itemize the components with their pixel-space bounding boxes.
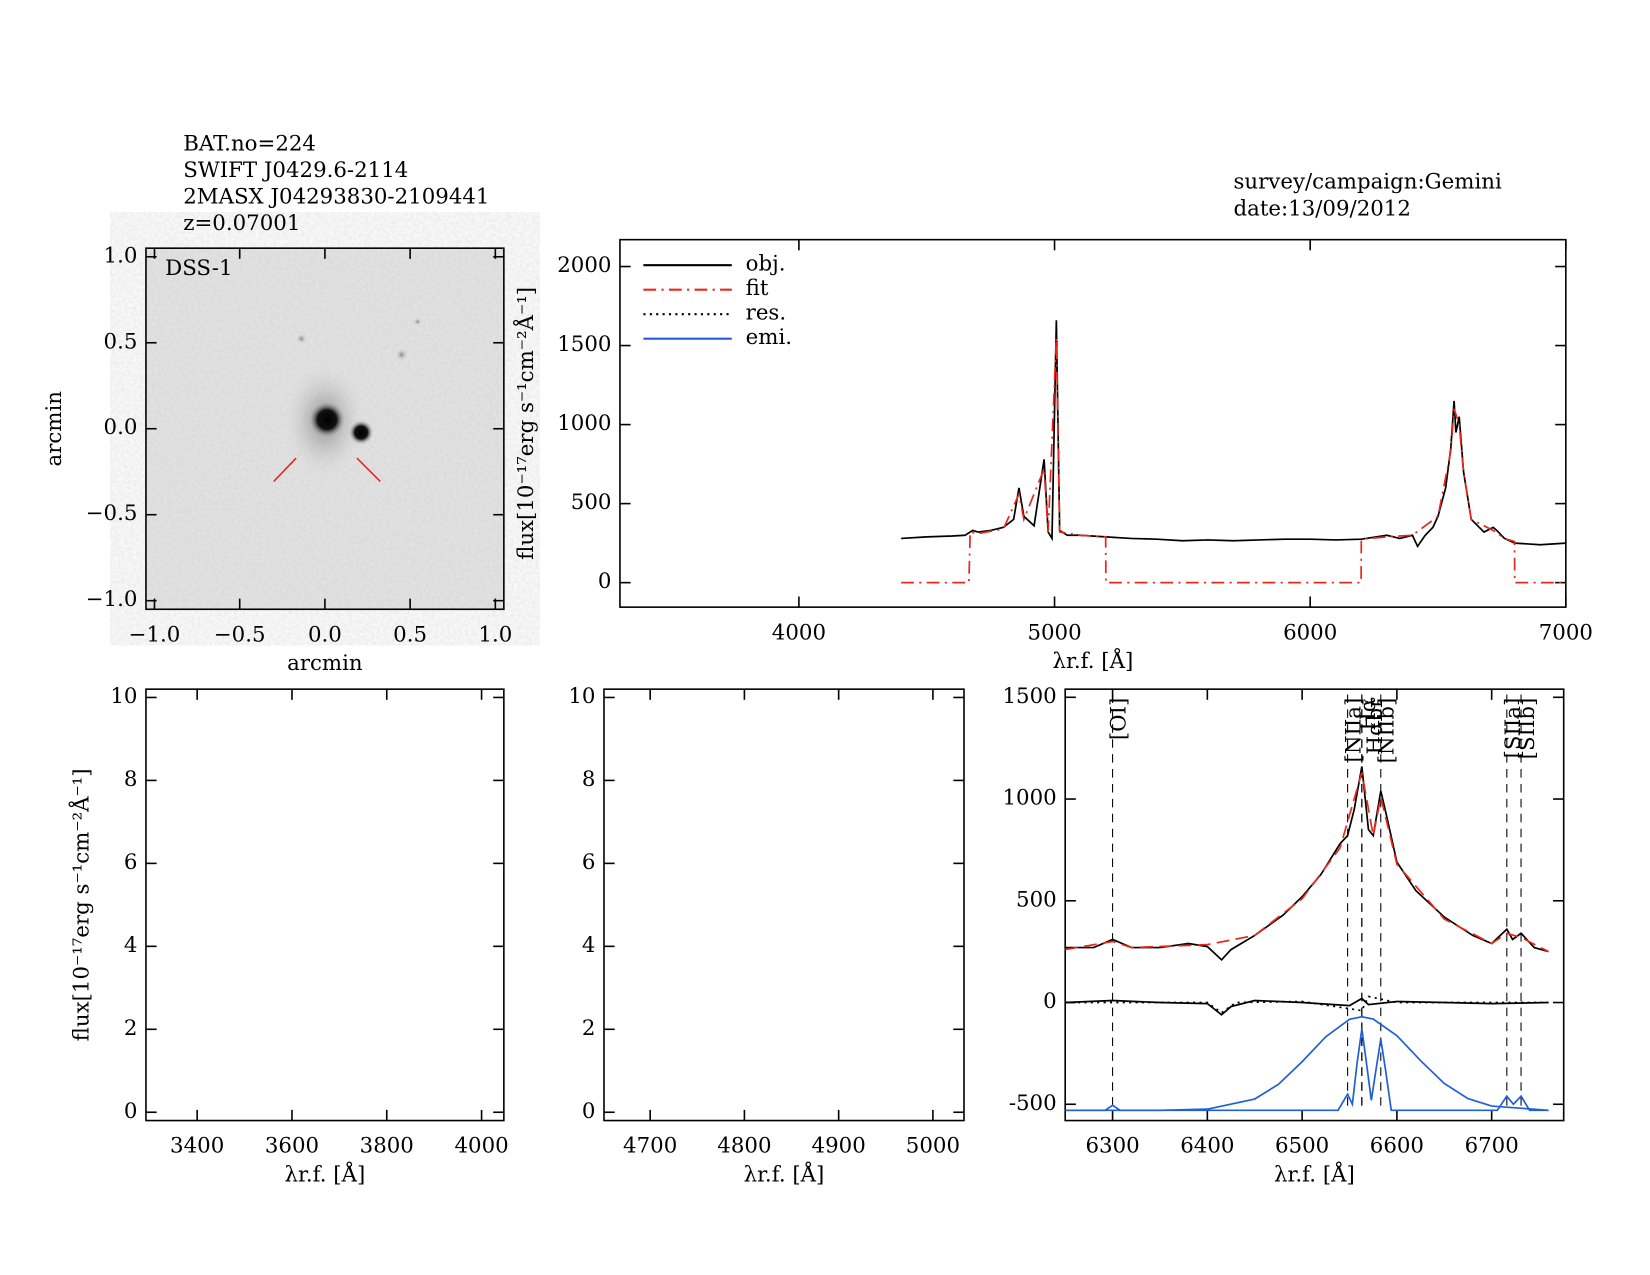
spectrum-line <box>901 320 1566 549</box>
x-tick-label: 6600 <box>1370 1134 1424 1159</box>
x-tick-label: 4800 <box>717 1134 771 1159</box>
header-line: z=0.07001 <box>183 211 300 236</box>
x-tick-label: 6000 <box>1283 620 1337 645</box>
plot-frame <box>145 688 505 1122</box>
line-label: Hα <box>1356 698 1381 731</box>
y-tick-label: 10 <box>568 684 595 709</box>
x-tick-label: −1.0 <box>129 622 181 647</box>
y-tick-label: 0.5 <box>104 329 138 354</box>
legend-label: res. <box>746 301 786 326</box>
header-line: SWIFT J0429.6-2114 <box>183 158 408 183</box>
y-tick-label: 4 <box>124 933 138 958</box>
x-tick-label: 6500 <box>1275 1134 1329 1159</box>
x-tick-label: 6400 <box>1180 1134 1234 1159</box>
x-tick-label: 3400 <box>170 1134 224 1159</box>
panel-label: DSS-1 <box>165 256 232 281</box>
line-label: [NIIb] <box>1375 698 1400 764</box>
x-tick-label: 4900 <box>812 1134 866 1159</box>
x-tick-label: 0.0 <box>308 622 342 647</box>
y-axis-label: flux[10⁻¹⁷erg s⁻¹cm⁻²Å⁻¹] <box>513 287 539 560</box>
spectrum-line <box>1065 997 1549 1016</box>
y-tick-label: 2 <box>582 1016 596 1041</box>
plot-frame <box>603 688 965 1122</box>
y-tick-label: −0.5 <box>86 501 138 526</box>
header-line: 2MASX J04293830-2109441 <box>183 185 489 210</box>
y-tick-label: 500 <box>571 490 612 515</box>
y-tick-label: 8 <box>124 767 138 792</box>
x-tick-label: 4000 <box>772 620 826 645</box>
y-tick-label: 4 <box>582 933 596 958</box>
x-axis-label: λr.f. [Å] <box>1274 1161 1355 1187</box>
x-tick-label: 4700 <box>623 1134 677 1159</box>
spectrum-line <box>1065 1028 1549 1112</box>
y-tick-label: 6 <box>582 850 596 875</box>
y-tick-label: 2 <box>124 1016 138 1041</box>
x-tick-label: −0.5 <box>214 622 266 647</box>
plot-frame <box>1064 688 1565 1122</box>
legend-label: emi. <box>746 325 792 350</box>
x-axis-label: λr.f. [Å] <box>1052 648 1133 674</box>
line-label: [NIIa] <box>1342 698 1367 763</box>
survey: survey/campaign:Gemini <box>1233 170 1501 195</box>
y-tick-label: 1000 <box>557 411 611 436</box>
y-tick-label: 1500 <box>1002 684 1056 709</box>
line-label: [SIIa] <box>1501 698 1526 759</box>
y-tick-label: 500 <box>1016 887 1057 912</box>
spectrum-line <box>1065 995 1549 1014</box>
x-axis-label: λr.f. [Å] <box>744 1161 825 1187</box>
x-axis-label: arcmin <box>287 651 363 676</box>
x-tick-label: 3800 <box>360 1134 414 1159</box>
y-tick-label: 10 <box>110 684 137 709</box>
y-axis-label: arcmin <box>42 391 67 467</box>
spectrum-line <box>901 337 1566 584</box>
x-tick-label: 7000 <box>1539 620 1593 645</box>
y-tick-label: 1000 <box>1002 786 1056 811</box>
y-tick-label: 0 <box>582 1099 596 1124</box>
spectrum-line <box>1065 766 1549 962</box>
y-tick-label: 1500 <box>557 332 611 357</box>
line-label: [SIIb] <box>1515 698 1540 760</box>
x-tick-label: 4000 <box>454 1134 508 1159</box>
spectrum-line <box>1065 772 1549 953</box>
x-tick-label: 3600 <box>265 1134 319 1159</box>
x-axis-label: λr.f. [Å] <box>285 1161 366 1187</box>
y-tick-label: 0 <box>1043 989 1057 1014</box>
y-tick-label: 0 <box>598 569 612 594</box>
legend-label: obj. <box>746 252 786 277</box>
y-tick-label: 8 <box>582 767 596 792</box>
y-tick-label: 1.0 <box>104 243 138 268</box>
x-tick-label: 6300 <box>1085 1134 1139 1159</box>
x-tick-label: 1.0 <box>478 622 512 647</box>
x-tick-label: 5000 <box>906 1134 960 1159</box>
spectrum-line <box>1065 1015 1549 1112</box>
y-tick-label: −1.0 <box>86 587 138 612</box>
line-label: Hαbr <box>1363 697 1388 755</box>
y-tick-label: 0.0 <box>104 415 138 440</box>
y-tick-label: 2000 <box>557 253 611 278</box>
legend-label: fit <box>746 276 769 301</box>
y-tick-label: 6 <box>124 850 138 875</box>
header-line: BAT.no=224 <box>183 131 316 156</box>
x-tick-label: 0.5 <box>393 622 427 647</box>
y-tick-label: 0 <box>124 1099 138 1124</box>
y-axis-label: flux[10⁻¹⁷erg s⁻¹cm⁻²Å⁻¹] <box>69 768 95 1041</box>
x-tick-label: 5000 <box>1027 620 1081 645</box>
date: date:13/09/2012 <box>1233 196 1410 221</box>
line-label: [OI] <box>1107 698 1132 741</box>
y-tick-label: -500 <box>1009 1091 1057 1116</box>
x-tick-label: 6700 <box>1465 1134 1519 1159</box>
dss-image <box>145 248 504 610</box>
plot-frame <box>619 238 1567 608</box>
